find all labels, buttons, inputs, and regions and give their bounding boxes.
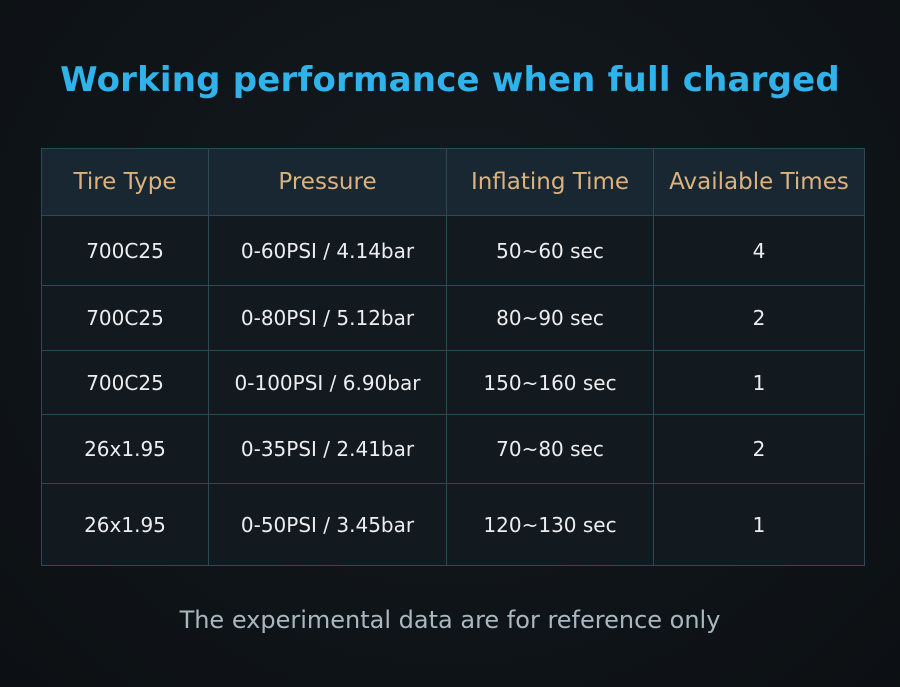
table-body: 700C25 0-60PSI / 4.14bar 50~60 sec 4 700… <box>41 215 865 566</box>
header-tire-type: Tire Type <box>41 148 209 216</box>
cell-available-times: 2 <box>653 285 865 351</box>
cell-tire-type: 700C25 <box>41 215 209 286</box>
header-inflating-time: Inflating Time <box>446 148 654 216</box>
cell-inflating-time: 50~60 sec <box>446 215 654 286</box>
header-row: Tire Type Pressure Inflating Time Availa… <box>41 148 865 216</box>
cell-inflating-time: 120~130 sec <box>446 483 654 566</box>
table-header: Tire Type Pressure Inflating Time Availa… <box>41 148 865 216</box>
cell-inflating-time: 80~90 sec <box>446 285 654 351</box>
cell-pressure: 0-35PSI / 2.41bar <box>208 414 447 484</box>
table-row: 700C25 0-80PSI / 5.12bar 80~90 sec 2 <box>41 285 865 351</box>
cell-pressure: 0-80PSI / 5.12bar <box>208 285 447 351</box>
table-row: 26x1.95 0-50PSI / 3.45bar 120~130 sec 1 <box>41 483 865 566</box>
reference-note: The experimental data are for reference … <box>179 606 721 634</box>
table-row: 700C25 0-100PSI / 6.90bar 150~160 sec 1 <box>41 350 865 415</box>
page-title: Working performance when full charged <box>60 60 840 100</box>
table-row: 700C25 0-60PSI / 4.14bar 50~60 sec 4 <box>41 215 865 286</box>
header-pressure: Pressure <box>208 148 447 216</box>
cell-tire-type: 26x1.95 <box>41 483 209 566</box>
cell-inflating-time: 150~160 sec <box>446 350 654 415</box>
header-available-times: Available Times <box>653 148 865 216</box>
cell-available-times: 1 <box>653 350 865 415</box>
performance-table: Tire Type Pressure Inflating Time Availa… <box>41 148 865 566</box>
cell-tire-type: 700C25 <box>41 350 209 415</box>
cell-inflating-time: 70~80 sec <box>446 414 654 484</box>
table-row: 26x1.95 0-35PSI / 2.41bar 70~80 sec 2 <box>41 414 865 484</box>
cell-pressure: 0-60PSI / 4.14bar <box>208 215 447 286</box>
cell-available-times: 1 <box>653 483 865 566</box>
cell-tire-type: 26x1.95 <box>41 414 209 484</box>
cell-pressure: 0-100PSI / 6.90bar <box>208 350 447 415</box>
cell-available-times: 4 <box>653 215 865 286</box>
cell-available-times: 2 <box>653 414 865 484</box>
cell-pressure: 0-50PSI / 3.45bar <box>208 483 447 566</box>
cell-tire-type: 700C25 <box>41 285 209 351</box>
